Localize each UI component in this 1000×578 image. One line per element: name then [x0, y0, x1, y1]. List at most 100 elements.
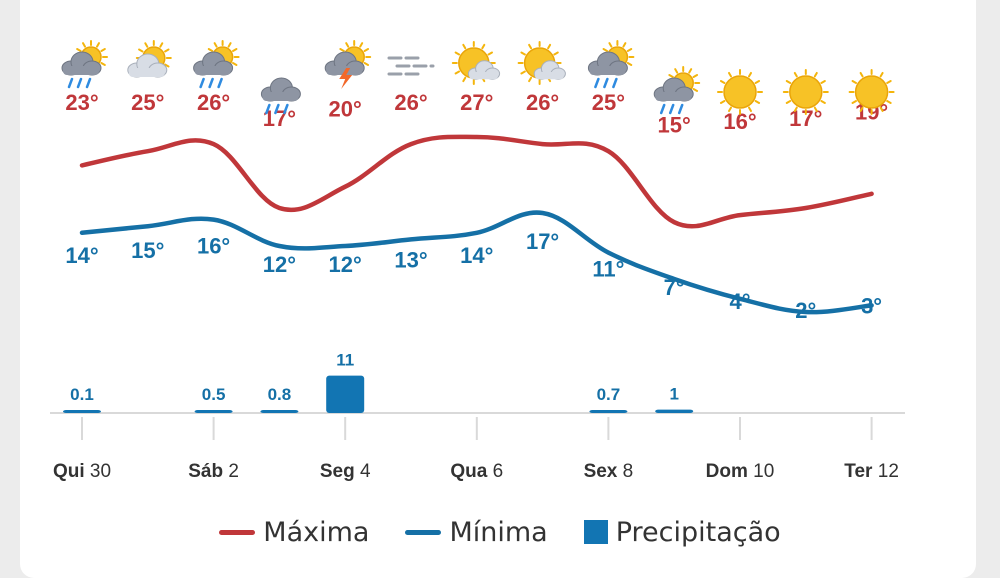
max-temp-label: 25°	[131, 90, 164, 115]
sun-ray	[626, 62, 633, 66]
sun-ray	[159, 42, 164, 48]
sun-ray	[363, 48, 370, 52]
sun-ray	[692, 88, 699, 92]
sun-ray	[668, 74, 674, 78]
sun-ray	[754, 100, 761, 104]
sun-ray	[886, 100, 892, 104]
sun-ray	[674, 68, 679, 74]
rain-drop	[208, 77, 214, 89]
legend: Máxima Mínima Precipitação	[0, 512, 1000, 552]
x-tick-label: Seg 4	[320, 461, 371, 482]
fog-icon	[387, 56, 435, 76]
precip-label: 0.5	[202, 385, 226, 404]
rain-drop	[677, 103, 684, 115]
cloud-sun-icon	[127, 40, 172, 78]
precip-bar	[63, 410, 101, 413]
x-tick-label: Qui 30	[53, 461, 111, 482]
legend-max-label: Máxima	[263, 516, 370, 548]
sun-ray	[82, 42, 86, 48]
sun-cloud-icon	[451, 41, 501, 85]
max-temp-label: 15°	[658, 112, 691, 137]
sun-ray	[820, 80, 826, 84]
min-temp-label: 12°	[263, 252, 296, 277]
sun-ray	[719, 100, 726, 104]
precip-bar	[589, 410, 628, 413]
sun-disc	[789, 75, 823, 109]
cloud-part	[63, 66, 99, 75]
rain-drop	[612, 77, 618, 89]
sun-ray	[728, 106, 732, 113]
sun-ray	[820, 100, 826, 104]
rain-drop	[199, 77, 205, 89]
cloud-part	[128, 68, 165, 77]
sun-ray	[528, 76, 533, 83]
sun-cloud-icon	[517, 41, 566, 85]
sun-ray	[138, 48, 144, 53]
sun-ray	[339, 48, 345, 52]
sun-ray	[754, 80, 761, 84]
rain-sun-icon	[587, 40, 635, 89]
legend-precip-swatch	[583, 520, 608, 544]
min-temp-label: 11°	[592, 257, 624, 282]
sun-ray	[728, 71, 732, 78]
cloud-part	[655, 92, 692, 101]
lightning-bolt	[339, 68, 353, 89]
forecast-chart: Qui 30 Sáb 2 Seg 4 Qua 6 Sex 8 Dom 10 Ter 12 0.…	[50, 40, 905, 482]
sun-ray	[688, 68, 693, 74]
sun-ray	[520, 70, 526, 75]
rain-sun-icon	[193, 40, 240, 89]
sun-ray	[96, 42, 100, 48]
sun-ray	[462, 43, 467, 50]
sun-disc	[723, 75, 757, 109]
sun-ray	[785, 80, 792, 84]
sun-ray	[520, 51, 526, 56]
sun-ray	[481, 43, 486, 50]
rain-drop	[67, 77, 74, 89]
legend-precip: Precipitação	[583, 517, 781, 548]
sun-ray	[462, 76, 467, 83]
cloud-part	[589, 66, 626, 75]
sun-ray	[886, 80, 892, 84]
max-temp-label: 23°	[65, 90, 98, 115]
sun-ray	[851, 100, 858, 104]
x-tick-label: Sáb 2	[188, 461, 239, 482]
sun-ray	[813, 106, 818, 113]
sun-ray	[144, 42, 149, 48]
sun-ray	[793, 106, 798, 113]
x-tick-label: Ter 12	[844, 461, 899, 482]
sun-ray	[748, 71, 752, 78]
precip-bar	[260, 410, 299, 413]
sun-ray	[100, 48, 106, 52]
min-temp-label: 7°	[664, 275, 685, 300]
min-temp-label: 16°	[197, 234, 230, 259]
min-temp-label: 12°	[329, 252, 362, 277]
max-series-line	[79, 134, 874, 229]
sun-ray	[879, 71, 884, 78]
rain-drop	[594, 77, 600, 89]
legend-min-label: Mínima	[449, 516, 548, 548]
sun-ray	[528, 43, 533, 50]
max-temp-label: 26°	[526, 90, 559, 115]
sun-ray	[487, 51, 493, 56]
sun-ray	[553, 51, 559, 56]
sun-ray	[363, 62, 370, 66]
max-temp-label: 20°	[329, 96, 362, 121]
sun-ray	[622, 42, 627, 48]
max-temp-label: 26°	[394, 90, 427, 115]
x-tick-label: Sex 8	[584, 461, 634, 482]
rain-drop	[265, 103, 271, 115]
rain-drop	[659, 103, 666, 115]
precip-bar	[655, 409, 694, 413]
min-temp-label: 3°	[861, 293, 882, 318]
max-temp-label: 26°	[197, 90, 230, 115]
sun-ray	[164, 63, 170, 68]
sun-ray	[602, 48, 609, 52]
rain-drop	[668, 103, 675, 115]
sun-icon	[782, 69, 829, 115]
sun-ray	[164, 48, 170, 53]
sun-icon	[848, 69, 895, 115]
sun-ray	[547, 43, 552, 50]
sun-ray	[231, 48, 238, 52]
legend-min-swatch	[405, 529, 442, 535]
rain-drop	[76, 77, 83, 89]
